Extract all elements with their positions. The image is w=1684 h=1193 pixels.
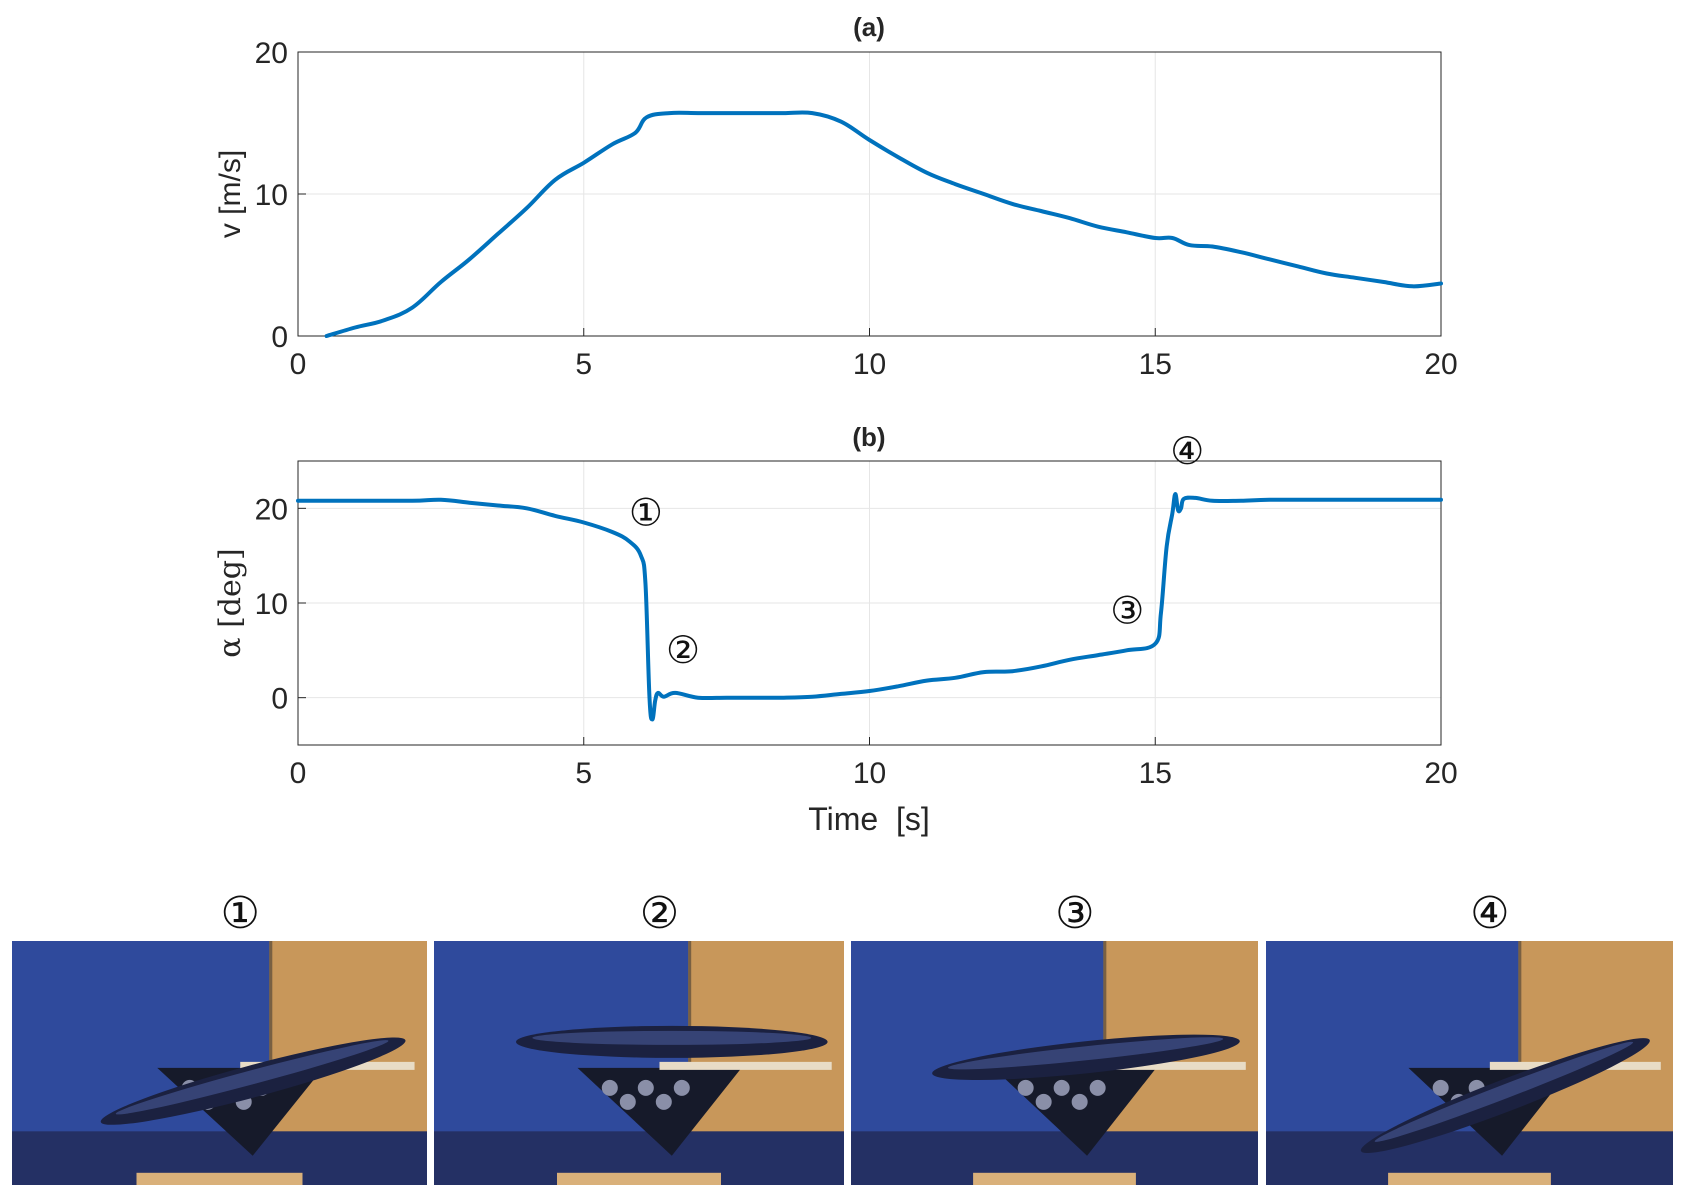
photo-label-3: ③ (1055, 888, 1094, 939)
chart-a-ytick-label: 20 (255, 37, 288, 70)
chart-b-annotations: ① ② ③ ④ (629, 429, 1204, 672)
photo-1-image (12, 941, 427, 1185)
chart-b-series-line (296, 492, 1443, 722)
photo-2-image (434, 941, 844, 1185)
chart-b-xtick-label: 5 (575, 757, 592, 790)
chart-a-xtick-label: 15 (1139, 348, 1172, 381)
chart-a-xtick-label: 5 (575, 348, 592, 381)
chart-b-xtick-label: 20 (1424, 757, 1457, 790)
chart-b-xtick-label: 0 (290, 757, 307, 790)
chart-b-ytick-label: 10 (255, 588, 288, 621)
chart-b-xlabel: Time [s] (808, 801, 929, 837)
chart-b: (b) 0 5 10 15 20 0 10 20 ① ② ③ ④ α [deg] Time [s] (213, 422, 1458, 837)
chart-a-series-line (324, 110, 1443, 338)
chart-b-annotation-1: ① (629, 491, 663, 535)
chart-b-ticks: 0 5 10 15 20 0 10 20 (255, 493, 1458, 790)
chart-b-xtick-label: 10 (853, 757, 886, 790)
photo-label-2: ② (640, 888, 679, 939)
photo-2: ② (434, 888, 844, 1185)
photo-3-image (851, 941, 1258, 1185)
chart-b-annotation-3: ③ (1110, 589, 1144, 633)
photo-label-4: ④ (1470, 888, 1509, 939)
photo-4-image (1266, 941, 1673, 1185)
chart-a-ylabel: v [m/s] (214, 150, 247, 238)
chart-a-ytick-label: 0 (271, 321, 288, 354)
photo-1: ① (12, 888, 427, 1185)
chart-b-annotation-2: ② (666, 628, 700, 672)
chart-b-ytick-label: 0 (271, 683, 288, 716)
chart-b-ytick-label: 20 (255, 493, 288, 526)
chart-a-ytick-label: 10 (255, 179, 288, 212)
photo-3: ③ (851, 888, 1258, 1185)
chart-a-xtick-label: 10 (853, 348, 886, 381)
chart-a-ticks: 0 5 10 15 20 0 10 20 (255, 37, 1458, 381)
chart-a-title: (a) (853, 12, 885, 42)
chart-b-xtick-label: 15 (1139, 757, 1172, 790)
chart-a-xtick-label: 20 (1424, 348, 1457, 381)
chart-a-xtick-label: 0 (290, 348, 307, 381)
chart-b-title: (b) (852, 422, 885, 452)
chart-a-grid (297, 51, 1442, 337)
photo-strip: ① ② ③ ④ (12, 888, 1673, 1185)
chart-b-annotation-4: ④ (1170, 429, 1204, 473)
photo-label-1: ① (221, 888, 260, 939)
photo-4: ④ (1266, 888, 1673, 1185)
chart-b-ylabel: α [deg] (213, 548, 248, 657)
chart-a: (a) 0 5 10 15 20 0 10 20 v [m/s] (214, 12, 1458, 381)
